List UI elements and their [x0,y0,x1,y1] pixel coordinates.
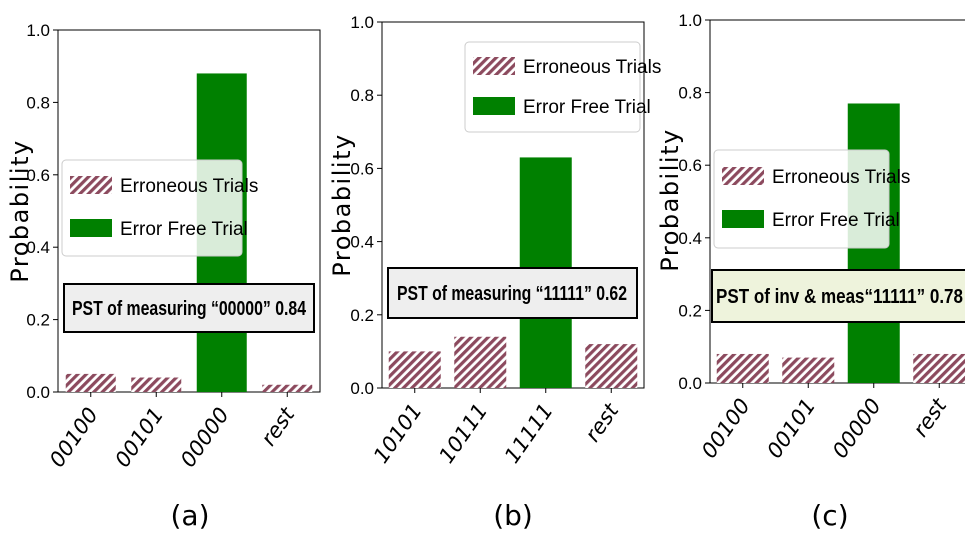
y-tick-label: 0.0 [350,379,374,398]
y-tick-label: 1.0 [350,13,374,32]
y-tick-label: 0.6 [678,156,702,175]
legend-swatch-error-free [473,97,515,115]
legend-label-erroneous: Erroneous Trials [772,167,910,188]
legend-label-error-free: Error Free Trial [772,210,900,231]
legend-swatch-erroneous [70,176,112,194]
x-tick-label: 00100 [45,403,103,471]
chart-panel-b: 0.0 0.2 0.4 0.6 0.8 1.0 Probability 10101 1011… [328,13,661,532]
y-tick-label: 0.0 [26,383,50,402]
legend-swatch-erroneous [473,57,515,75]
bar-erroneous [262,384,313,392]
legend: Erroneous Trials Error Free Trial [61,159,258,257]
pst-label: PST of measuring “11111” 0.62 [397,283,627,305]
x-tick-label: rest [908,393,951,441]
y-tick-label: 0.4 [678,229,702,248]
panel-caption: (a) [170,499,209,532]
x-tick-label: 11111 [500,399,558,467]
x-tick-label: rest [256,402,299,450]
panel-caption: (c) [811,499,848,532]
x-tick-label: 00101 [110,403,168,471]
bar-erroneous [913,353,965,383]
bar-erroneous [782,357,835,383]
x-tick-group: 10101 10111 11111 rest [369,388,624,468]
y-tick-label: 0.4 [26,238,50,257]
x-tick-label: 00101 [762,394,820,462]
legend-frame [464,41,641,133]
panel-caption: (b) [493,499,533,532]
legend-label-error-free: Error Free Trial [120,219,248,240]
x-tick-group: 00100 00101 00000 rest [697,383,952,463]
y-tick-label: 0.4 [350,233,374,252]
x-tick-group: 00100 00101 00000 rest [45,392,300,472]
legend-swatch-error-free [722,210,764,228]
x-tick-label: 00000 [828,394,886,462]
y-tick-label: 0.6 [26,166,50,185]
y-tick-label: 0.0 [678,374,702,393]
bar-erroneous [716,353,769,383]
y-tick-label: 0.2 [678,301,702,320]
pst-box [711,269,965,323]
y-tick-label: 0.8 [26,93,50,112]
legend: Erroneous Trials Error Free Trial [464,41,661,133]
x-tick-label: 10111 [434,399,492,467]
y-tick-label: 0.8 [350,86,374,105]
y-tick-group: 0.0 0.2 0.4 0.6 0.8 1.0 [350,13,382,398]
legend-frame [713,149,890,249]
x-tick-label: 10101 [369,399,427,467]
legend: Erroneous Trials Error Free Trial [713,149,910,249]
y-tick-label: 0.8 [678,84,702,103]
legend-frame [61,159,243,257]
y-axis-label: Probability [6,139,34,282]
pst-label: PST of measuring “00000” 0.84 [72,298,307,320]
y-tick-label: 1.0 [26,21,50,40]
y-tick-label: 0.2 [26,311,50,330]
y-tick-group: 0.0 0.2 0.4 0.6 0.8 1.0 [26,21,58,402]
legend-label-error-free: Error Free Trial [523,97,651,118]
bar-erroneous [454,336,507,388]
pst-label: PST of inv & meas“11111” 0.78 [716,286,963,308]
legend-swatch-erroneous [722,167,764,185]
bar-erroneous [65,373,116,392]
bar-erroneous [131,377,182,392]
pst-box [387,267,638,319]
y-tick-label: 0.6 [350,159,374,178]
chart-panel-c: 0.0 0.2 0.4 0.6 0.8 1.0 Probability 00100 0010… [656,11,965,532]
legend-label-erroneous: Erroneous Trials [523,57,661,78]
y-axis-label: Probability [328,133,356,276]
bar-erroneous [585,344,638,388]
y-tick-group: 0.0 0.2 0.4 0.6 0.8 1.0 [678,11,710,393]
x-tick-label: 00000 [176,403,234,471]
y-axis-label: Probability [656,128,684,271]
x-tick-label: rest [580,398,623,446]
chart-panel-a: 0.0 0.2 0.4 0.6 0.8 1.0 Probability 00100 0010… [6,21,321,532]
y-tick-label: 0.2 [350,306,374,325]
legend-label-erroneous: Erroneous Trials [120,176,258,197]
pst-box [63,283,315,333]
bar-erroneous [388,351,441,388]
y-tick-label: 1.0 [678,11,702,30]
legend-swatch-error-free [70,219,112,237]
x-tick-label: 00100 [697,394,755,462]
